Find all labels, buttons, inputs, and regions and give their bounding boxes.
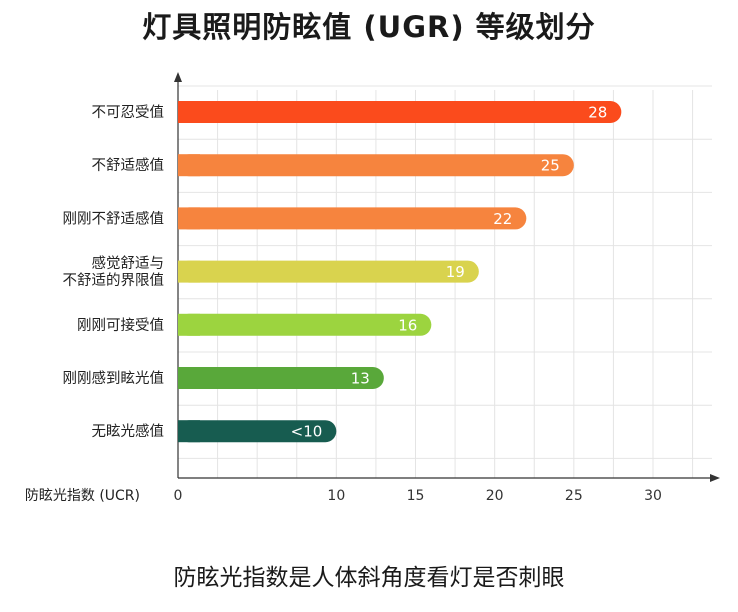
bar: [178, 313, 432, 336]
category-label: 不舒适的界限值: [63, 272, 165, 289]
bar-value-label: 19: [446, 263, 465, 281]
bar: [178, 420, 337, 443]
page-title: 灯具照明防眩值 (UGR) 等级划分: [142, 10, 596, 44]
caption: 防眩光指数是人体斜角度看灯是否刺眼: [173, 565, 565, 591]
category-label: 感觉舒适与: [92, 255, 165, 272]
bar-value-label: 28: [588, 104, 607, 122]
bar-left-edge: [178, 313, 200, 336]
x-tick-labels: 0 10 15 20 25 30: [174, 488, 662, 504]
bar: [178, 367, 384, 389]
x-axis-title: 防眩光指数 (UCR): [25, 488, 140, 504]
x-tick-label: 20: [486, 488, 504, 504]
bar-left-edge: [178, 420, 200, 443]
category-label: 刚刚可接受值: [77, 317, 164, 334]
bar: [178, 260, 479, 283]
x-tick-label: 10: [327, 488, 345, 504]
category-labels: 不可忍受值不舒适感值刚刚不舒适感值感觉舒适与不舒适的界限值刚刚可接受值刚刚感到眩…: [63, 104, 165, 440]
bar-left-edge: [178, 207, 200, 230]
x-tick-label: 15: [407, 488, 425, 504]
x-tick-label: 25: [565, 488, 583, 504]
bar-value-label: 22: [493, 210, 512, 228]
bars: 28 25 22 19 16 13 <10: [178, 101, 622, 443]
bar: [178, 154, 574, 177]
category-label: 不可忍受值: [92, 104, 165, 121]
category-label: 刚刚不舒适感值: [63, 210, 165, 227]
category-label: 不舒适感值: [92, 157, 165, 174]
bar-left-edge: [178, 101, 200, 123]
bar: [178, 207, 527, 230]
y-axis-arrow-icon: [174, 72, 182, 82]
x-tick-label: 30: [644, 488, 662, 504]
bar: [178, 101, 622, 123]
bar-left-edge: [178, 367, 200, 389]
bar-left-edge: [178, 260, 200, 283]
bar-value-label: <10: [291, 423, 323, 441]
x-axis-arrow-icon: [710, 474, 720, 482]
bar-value-label: 13: [351, 370, 370, 388]
bar-value-label: 16: [398, 316, 417, 334]
category-label: 无眩光感值: [92, 423, 165, 440]
category-label: 刚刚感到眩光值: [63, 370, 165, 387]
x-tick-label: 0: [174, 488, 183, 504]
bar-value-label: 25: [541, 157, 560, 175]
bar-left-edge: [178, 154, 200, 177]
